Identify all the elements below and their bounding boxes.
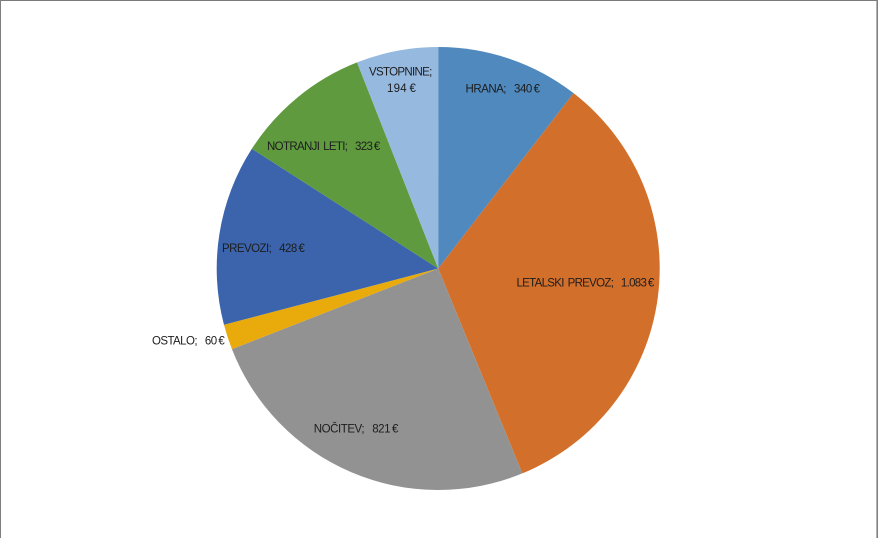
svg-text:NOČITEV; 821 €: NOČITEV; 821 € bbox=[314, 422, 399, 435]
svg-text:NOTRANJI LETI; 323 €: NOTRANJI LETI; 323 € bbox=[267, 141, 381, 153]
svg-text:OSTALO; 60 €: OSTALO; 60 € bbox=[152, 335, 225, 347]
svg-text:VSTOPNINE;: VSTOPNINE; bbox=[369, 67, 432, 79]
svg-text:HRANA; 340 €: HRANA; 340 € bbox=[466, 83, 541, 95]
svg-text:194 €: 194 € bbox=[387, 83, 416, 95]
svg-text:PREVOZI; 428 €: PREVOZI; 428 € bbox=[222, 243, 305, 255]
svg-text:LETALSKI PREVOZ; 1.083 €: LETALSKI PREVOZ; 1.083 € bbox=[516, 278, 654, 290]
